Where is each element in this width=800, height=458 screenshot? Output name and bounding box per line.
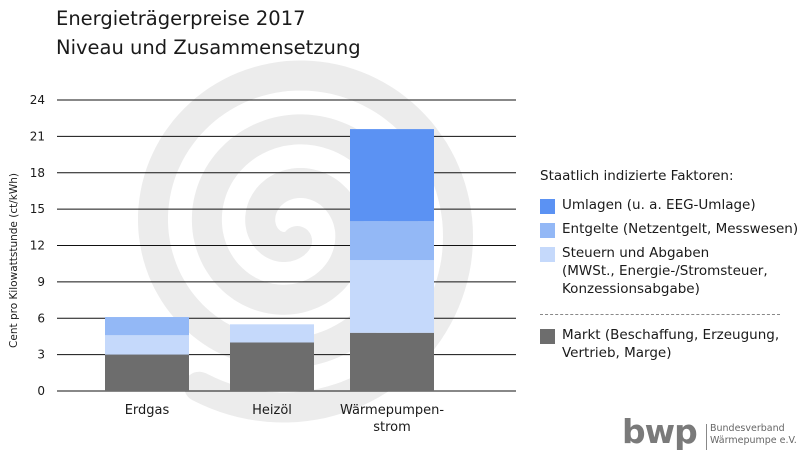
x-category-label: Erdgas	[125, 403, 170, 418]
y-tick-label: 9	[37, 275, 45, 289]
legend-label: Markt (Beschaffung, Erzeugung, Vertrieb,…	[562, 327, 780, 361]
logo-text: Bundesverband Wärmepumpe e.V.	[710, 423, 797, 446]
y-tick-label: 0	[37, 384, 45, 398]
y-tick-label: 18	[30, 166, 45, 180]
y-tick-label: 15	[30, 202, 45, 216]
x-category-label-line: Wärmepumpen-	[340, 403, 444, 418]
bar-segment	[230, 324, 314, 343]
legend-swatch	[540, 247, 555, 262]
bar-segment	[105, 335, 189, 355]
legend-swatch	[540, 223, 555, 238]
bar-segment	[105, 317, 189, 336]
background-spiral-watermark	[138, 60, 474, 423]
bar-segment	[230, 342, 314, 391]
x-category-label-line: Heizöl	[252, 403, 292, 418]
y-tick-label: 21	[30, 129, 45, 143]
legend-divider	[540, 314, 780, 315]
legend-heading: Staatlich indizierte Faktoren:	[540, 168, 734, 184]
chart-title: Energieträgerpreise 2017 Niveau und Zusa…	[56, 4, 361, 62]
chart-title-line1: Energieträgerpreise 2017	[56, 7, 306, 30]
legend-label: Steuern und Abgaben (MWSt., Energie-/Str…	[562, 245, 768, 297]
bar-segment	[350, 260, 434, 333]
x-category-label: Wärmepumpen-strom	[340, 403, 444, 435]
legend-swatch	[540, 199, 555, 214]
legend-label: Umlagen (u. a. EEG-Umlage)	[562, 197, 756, 213]
y-tick-label: 3	[37, 348, 45, 362]
legend-label: Entgelte (Netzentgelt, Messwesen)	[562, 221, 799, 237]
y-tick-label: 6	[37, 311, 45, 325]
bar-segment	[350, 332, 434, 391]
bar-segment	[105, 354, 189, 391]
bars	[105, 129, 434, 391]
logo-mark: bwp	[622, 412, 698, 451]
y-tick-label: 12	[30, 239, 45, 253]
bar-segment	[350, 129, 434, 222]
y-tick-label: 24	[30, 93, 45, 107]
spiral-path	[138, 60, 474, 423]
logo-divider	[706, 424, 707, 450]
chart-title-line2: Niveau und Zusammensetzung	[56, 36, 361, 59]
legend-swatch	[540, 329, 555, 344]
y-axis-label: Cent pro Kilowattstunde (ct/kWh)	[8, 173, 20, 348]
y-tick-labels: 0 3 6 9 12 15 18 21 24	[30, 93, 45, 398]
bar-segment	[350, 221, 434, 261]
x-category-label: Heizöl	[252, 403, 292, 418]
x-category-label-line: strom	[373, 420, 411, 435]
x-category-label-line: Erdgas	[125, 403, 170, 418]
x-category-labels: Erdgas Heizöl Wärmepumpen-strom	[125, 403, 445, 435]
